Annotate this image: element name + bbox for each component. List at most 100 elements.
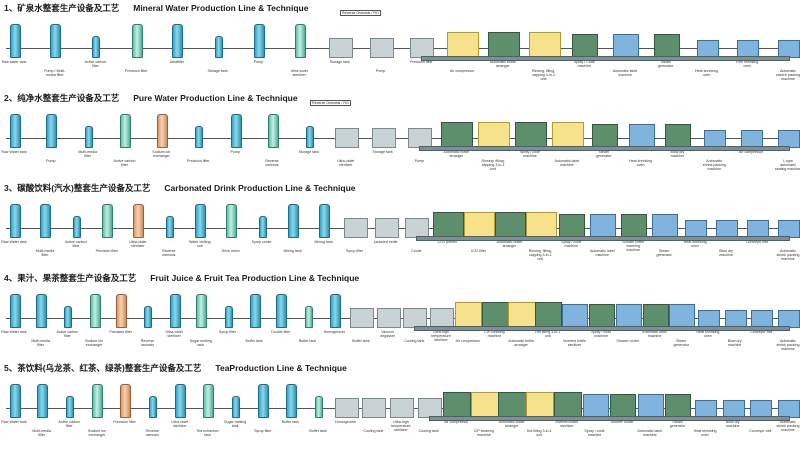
equipment-label: Steam generator <box>656 249 672 257</box>
equipment-label: Ultra-high temperature sterilizer <box>391 420 411 432</box>
machine <box>637 394 664 418</box>
equipment-label: Pump <box>46 159 56 163</box>
equipment-label: CIP cleaning machine <box>484 330 505 338</box>
equipment-label: Ultra-violet sterilizer <box>171 420 189 428</box>
section-title-cn: 2、纯净水整套生产设备及工艺 <box>4 93 120 103</box>
tank <box>72 216 81 238</box>
equipment-label: Buffer tank <box>309 429 327 433</box>
equipment-label: Air compressor <box>739 150 764 154</box>
equipment-label: Inverted bottle sterilizer <box>563 339 586 347</box>
filling-machine <box>525 212 558 238</box>
equipment-label: Syrup filter <box>345 249 364 253</box>
filling-machine <box>443 392 472 418</box>
equipment-label: Precision filter <box>186 159 210 163</box>
equipment-label: Cooling tank <box>404 339 425 343</box>
equipment-label: Spray / code machine <box>519 150 541 158</box>
tank <box>230 114 242 148</box>
machine <box>343 218 368 238</box>
equipment-label: Buffer tank <box>298 339 317 343</box>
equipment-label: Homogenizer <box>335 420 357 424</box>
tank <box>156 114 168 148</box>
section-title-en: Carbonated Drink Production Line & Techn… <box>164 183 356 193</box>
filling-machine <box>535 302 563 328</box>
equipment-label: Raw Water tank <box>1 330 27 334</box>
tank <box>258 384 270 418</box>
equipment-label: Sodium ion exchanger <box>85 339 104 347</box>
equipment-label: Multi-media filter <box>31 339 50 347</box>
equipment-label: Automatic shrink packing machine <box>702 159 726 171</box>
equipment-label: Active carbon filter <box>113 159 136 167</box>
equipment-label: Active carbon filter <box>65 240 87 248</box>
tank <box>294 24 306 58</box>
equipment-label: CO2 filter <box>470 249 486 253</box>
equipment-label: Syrup cooler <box>251 240 272 244</box>
equipment-label: Shower bottle warming machine <box>622 240 645 252</box>
equipment-label: Shower cooler <box>616 339 640 343</box>
machine <box>615 304 642 328</box>
filling-machine <box>528 32 561 58</box>
equipment-label: Ultra-violet sterilizer <box>337 159 355 167</box>
section-title-cn: 4、果汁、果茶整套生产设备及工艺 <box>4 273 137 283</box>
filling-machine <box>494 212 527 238</box>
tank <box>258 216 267 238</box>
equipment-label: Spray / Code machine <box>573 60 595 68</box>
equipment-label: Mixing tank <box>283 249 302 253</box>
machine <box>582 394 609 418</box>
equipment-label: Blow dry machine <box>727 339 742 347</box>
equipment-label: Syrup filter <box>254 429 272 433</box>
tank <box>175 384 187 418</box>
equipment-label: Multi-media filter <box>32 429 51 437</box>
equipment-label: Shower cooler <box>610 420 634 424</box>
section-title-en: Pure Water Production Line & Technique <box>133 93 298 103</box>
filling-machine <box>498 392 527 418</box>
tank <box>9 204 21 238</box>
section-title: 3、碳酸饮料(汽水)整套生产设备及工艺 Carbonated Drink Prod… <box>4 182 356 194</box>
equipment-label: Active carbon filter <box>56 330 79 338</box>
tank <box>133 204 145 238</box>
machine <box>665 124 692 148</box>
equipment-label: Reverse osmosis <box>265 159 279 167</box>
equipment-label: Conveyor belt <box>745 240 769 244</box>
section-title: 1、矿泉水整套生产设备及工艺 Mineral Water Production L… <box>4 2 308 14</box>
equipment-label: Precision filter <box>109 330 133 334</box>
tank <box>214 36 223 58</box>
tank <box>9 114 21 148</box>
tank <box>92 384 104 418</box>
section-title-en: TeaProduction Line & Technique <box>215 363 347 373</box>
tank <box>226 204 238 238</box>
machine <box>374 218 399 238</box>
equipment-label: Pump <box>253 60 264 64</box>
machine <box>572 34 599 58</box>
tank <box>64 306 73 328</box>
equipment-label: Spray / code machine <box>591 330 612 338</box>
filling-machine <box>553 392 582 418</box>
tank <box>116 294 128 328</box>
filling-machine <box>432 212 465 238</box>
equipment-label: Active carbon filter <box>58 420 81 428</box>
tank <box>165 216 174 238</box>
equipment-label: Ultrafilter <box>169 60 185 64</box>
machine <box>334 398 359 418</box>
equipment-label: Heat shrinking oven <box>693 429 717 437</box>
equipment-label: Inverted bottle sterilizer <box>555 420 579 428</box>
equipment-label: Precision filter <box>124 69 148 73</box>
equipment-label: Air compressor <box>455 339 480 343</box>
tank <box>144 306 153 328</box>
tank <box>46 114 58 148</box>
equipment-label: Storage tank <box>372 150 393 154</box>
tank <box>285 384 297 418</box>
equipment-label: Multi-media filter <box>35 249 55 257</box>
filling-machine <box>487 32 520 58</box>
equipment-label: Double filter <box>271 330 291 334</box>
section-title: 4、果汁、果茶整套生产设备及工艺 Fruit Juice & Fruit Tea … <box>4 272 359 284</box>
machine <box>408 128 433 148</box>
tank <box>50 24 62 58</box>
tank <box>9 24 21 58</box>
machine <box>417 398 442 418</box>
section-title-en: Fruit Juice & Fruit Tea Production Line … <box>150 273 360 283</box>
machine <box>334 128 359 148</box>
tank <box>84 126 93 148</box>
tank <box>203 384 214 418</box>
ro-note: Reverse Osmosis / RO <box>310 100 351 106</box>
